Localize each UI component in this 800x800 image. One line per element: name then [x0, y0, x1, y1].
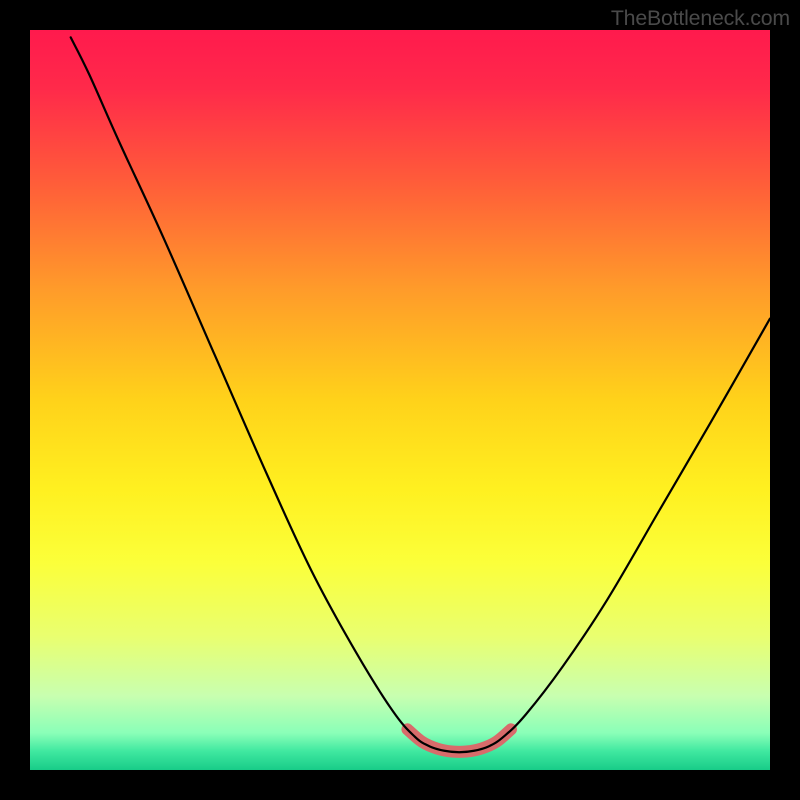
bottleneck-chart: TheBottleneck.com — [0, 0, 800, 800]
plot-background — [30, 30, 770, 770]
watermark-text: TheBottleneck.com — [611, 6, 790, 31]
chart-svg — [0, 0, 800, 800]
